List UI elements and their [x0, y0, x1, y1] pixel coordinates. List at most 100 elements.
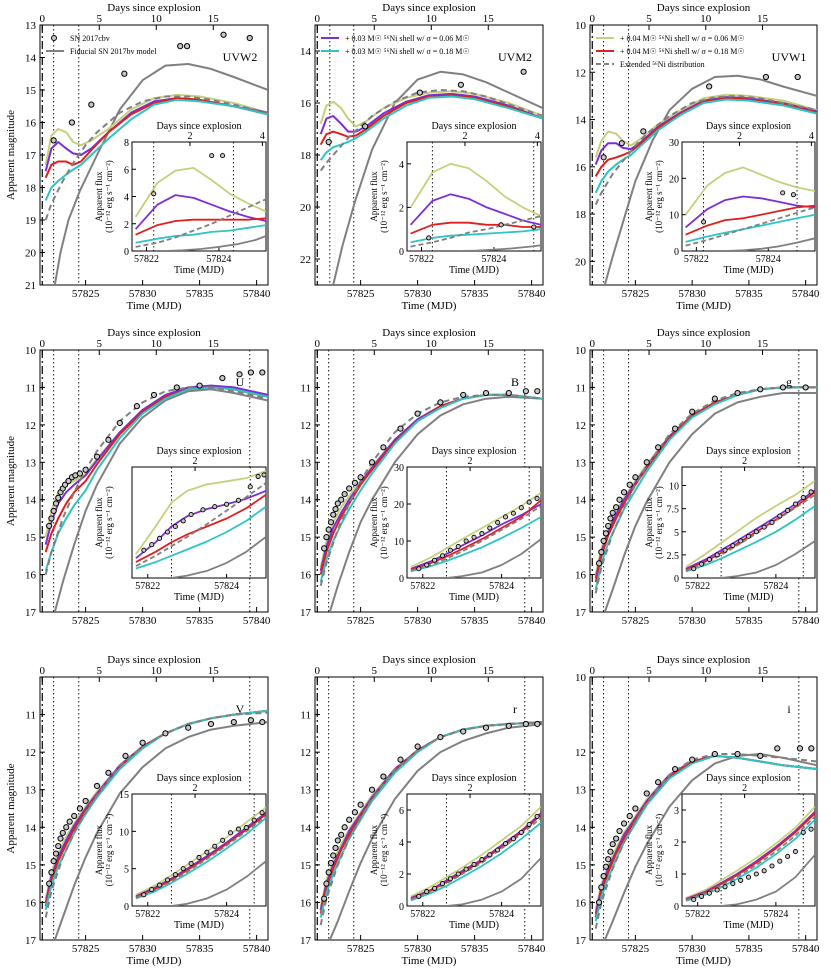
y-tick-label: 16	[25, 118, 37, 130]
inset-observed-point	[243, 825, 249, 831]
inset-x-tick-label: 57822	[135, 581, 160, 592]
top-tick-label: 15	[757, 665, 769, 677]
inset-series-extended	[135, 198, 266, 248]
observed-point	[362, 123, 369, 130]
inset-series-fiducial	[446, 538, 541, 578]
observed-point	[82, 466, 89, 473]
series-shell_018	[319, 393, 543, 583]
observed-point	[59, 829, 66, 837]
inset-y-tick-label: 20	[394, 500, 404, 511]
legend-label: Extended ⁵⁶Ni distribution	[620, 60, 705, 69]
inset-content	[410, 794, 541, 906]
inset-frame	[681, 793, 816, 907]
inset-top-axis-title: Days since explosion	[706, 121, 791, 132]
inset-observed-point	[447, 547, 453, 553]
inset-observed-point	[714, 887, 720, 893]
inset-y-tick-label: 0	[124, 902, 129, 913]
observed-point	[50, 858, 57, 865]
observed-point	[185, 724, 192, 731]
inset-observed-point	[526, 821, 532, 827]
series-fiducial	[603, 392, 817, 612]
top-tick-label: 5	[97, 665, 103, 677]
inset-y-axis-unit: (10⁻¹² erg s⁻¹ cm⁻²)	[654, 160, 664, 233]
top-tick-label: 0	[315, 338, 321, 350]
top-tick-label: 10	[151, 13, 163, 25]
inset-series-fiducial	[721, 854, 815, 906]
observed-point	[640, 128, 647, 135]
inset-top-tick-label: 2	[193, 783, 198, 794]
y-tick-label: 11	[25, 710, 36, 722]
observed-point	[672, 765, 679, 773]
inset-series-shell_004_006	[684, 166, 815, 216]
plot-content	[41, 350, 268, 612]
inset-observed-point	[487, 852, 493, 858]
observed-point	[380, 444, 387, 451]
plot-frame	[39, 676, 269, 941]
inset-x-tick-label: 57822	[685, 581, 710, 592]
inset-top-axis-title: Days since explosion	[157, 121, 242, 132]
top-axis-title: Days since explosion	[657, 654, 751, 666]
y-axis-title: Apparent magnitude	[5, 110, 17, 200]
observed-point	[598, 884, 605, 891]
y-tick-label: 12	[300, 747, 311, 759]
observed-point	[246, 34, 253, 42]
x-tick-label: 57830	[404, 288, 432, 300]
observed-point	[48, 515, 55, 522]
y-tick-label: 13	[575, 785, 587, 797]
observed-point	[595, 560, 603, 567]
legend-marker	[51, 35, 57, 41]
inset-observed-point	[691, 566, 697, 572]
observed-point	[346, 485, 353, 492]
series-fiducial	[53, 721, 268, 940]
inset-y-tick-label: 0	[399, 574, 404, 585]
band-label: UVM2	[498, 50, 532, 64]
inset-observed-point	[426, 235, 432, 241]
inset-observed-point	[495, 847, 501, 853]
observed-point	[643, 790, 650, 797]
panel-r: 11 12 13 14 15 16 17 57825 57830 57835 57840 0 5 10 15…	[300, 654, 546, 967]
y-tick-label: 12	[25, 420, 36, 432]
inset-y-tick-label: 30	[394, 463, 404, 474]
y-tick-label: 17	[575, 935, 587, 947]
observed-point	[162, 730, 169, 737]
y-tick-label: 14	[575, 822, 587, 834]
x-axis-title: Time (MJD)	[402, 300, 457, 312]
inset-x-tick-label: 57824	[214, 909, 239, 920]
inset-y-tick-label: 8	[124, 138, 129, 149]
inset-series-extended	[135, 815, 266, 899]
inset-series-shell_004_018	[685, 204, 815, 236]
inset-observed-point	[251, 817, 257, 823]
inset-y-axis-title: Apparent flux	[94, 497, 104, 548]
observed-point	[330, 511, 337, 518]
observed-point	[332, 844, 339, 852]
inset-y-axis-title: Apparent flux	[94, 824, 104, 875]
series-shell_004_018	[319, 94, 543, 146]
inset-series-shell_018	[685, 505, 815, 573]
inset-observed-point	[235, 497, 241, 503]
observed-point	[437, 734, 444, 741]
observed-point	[121, 70, 128, 77]
inset-y-tick-label: 20	[669, 174, 679, 185]
y-tick-label: 16	[575, 570, 587, 582]
inset-top-axis-title: Days since explosion	[706, 773, 791, 784]
inset-observed-point	[141, 547, 147, 553]
inset-observed-point	[518, 505, 524, 511]
series-fiducial	[332, 70, 543, 285]
inset-y-tick-label: 4	[399, 160, 404, 171]
inset-y-axis-title: Apparent flux	[644, 171, 654, 222]
inset-series-extended	[685, 206, 815, 247]
x-axis-title: Time (MJD)	[127, 955, 182, 967]
plot-content	[591, 677, 817, 940]
observed-point	[61, 481, 69, 488]
plot-frame	[589, 676, 818, 941]
observed-point	[711, 395, 718, 402]
observed-point	[605, 856, 612, 863]
top-tick-label: 0	[40, 338, 46, 350]
observed-point	[598, 549, 605, 556]
inset-observed-point	[416, 893, 422, 899]
inset-y-tick-label: 0	[399, 247, 404, 258]
y-tick-label: 16	[25, 570, 37, 582]
series-shell_006	[319, 92, 543, 135]
observed-point	[150, 391, 158, 399]
